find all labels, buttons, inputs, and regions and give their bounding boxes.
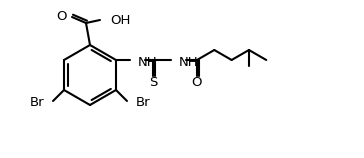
Text: O: O	[192, 76, 202, 89]
Text: Br: Br	[136, 97, 151, 109]
Text: OH: OH	[110, 13, 130, 27]
Text: NH: NH	[179, 55, 199, 69]
Text: Br: Br	[29, 97, 44, 109]
Text: NH: NH	[138, 55, 158, 69]
Text: O: O	[56, 10, 67, 24]
Text: S: S	[149, 76, 157, 89]
